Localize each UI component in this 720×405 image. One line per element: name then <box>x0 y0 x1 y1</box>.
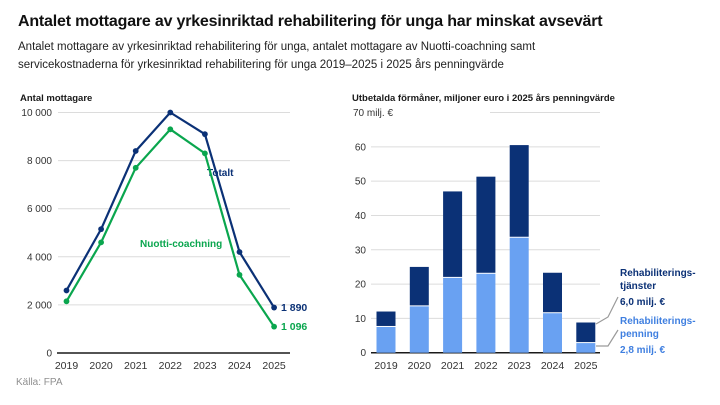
y-tick-label: 40 <box>355 211 367 222</box>
x-tick-label: 2021 <box>124 360 148 372</box>
connector-line-penning <box>596 329 619 347</box>
series-line-nuotti-coachning <box>65 128 276 328</box>
bar-segment-tjanster <box>443 191 463 277</box>
data-point <box>167 126 174 133</box>
page-title: Antalet mottagare av yrkesinriktad rehab… <box>18 13 603 30</box>
y-tick-label: 10 000 <box>21 108 52 119</box>
y-axis-unit-label: 70 milj. € <box>353 108 393 119</box>
y-tick-label: 30 <box>355 245 367 256</box>
data-point <box>271 323 277 330</box>
subtitle-line-1: Antalet mottagare av yrkesinriktad rehab… <box>18 41 536 53</box>
data-point <box>167 109 174 116</box>
annotation-value: 6,0 milj. € <box>620 297 666 308</box>
annotation-line: Rehabiliterings- <box>620 268 696 279</box>
y-tick-label: 60 <box>355 142 367 153</box>
x-tick-label: 2023 <box>508 360 532 372</box>
bar-segment-penning <box>409 306 429 353</box>
bar-segment-tjanster <box>576 322 596 343</box>
y-tick-label: 0 <box>46 349 52 360</box>
y-tick-label: 50 <box>355 177 367 188</box>
x-tick-label: 2020 <box>89 360 113 372</box>
annotation-line: tjänster <box>620 281 657 292</box>
data-point <box>98 226 104 233</box>
annotation-rehabiliteringspenning: Rehabiliterings- penning 2,8 milj. € <box>620 315 720 357</box>
series-label: Nuotti-coachning <box>140 239 222 250</box>
data-point <box>202 150 208 157</box>
y-tick-label: 2 000 <box>27 300 52 311</box>
data-point <box>132 148 139 154</box>
x-tick-label: 2025 <box>262 360 286 372</box>
data-point <box>63 298 70 305</box>
data-point <box>271 304 277 311</box>
data-point <box>236 249 243 255</box>
end-value-label: 1 096 <box>281 321 307 333</box>
annotation-line: Rehabiliterings- <box>620 316 696 327</box>
bar-segment-tjanster <box>476 176 496 273</box>
end-value-label: 1 890 <box>281 302 307 314</box>
annotation-value: 2,8 milj. € <box>620 345 666 356</box>
bar-segment-penning <box>543 313 562 353</box>
subtitle-line-2: servicekostnaderna för yrkesinriktad reh… <box>18 58 504 71</box>
bar-segment-tjanster <box>376 311 396 326</box>
data-point <box>63 287 70 294</box>
x-tick-label: 2021 <box>441 360 465 372</box>
data-point <box>132 164 139 171</box>
y-tick-label: 6 000 <box>27 204 52 215</box>
benefits-stacked-bar-chart: 0 10 20 30 40 50 60 70 milj. € 2019 2020 2021 2022 2… <box>353 108 619 372</box>
data-point <box>202 131 208 138</box>
x-tick-label: 2020 <box>408 360 432 372</box>
x-tick-label: 2022 <box>474 360 498 372</box>
bar-segment-penning <box>576 343 596 353</box>
bar-segment-tjanster <box>543 272 562 313</box>
y-tick-label: 0 <box>360 348 366 359</box>
bar-segment-tjanster <box>409 266 429 306</box>
page-subtitle: Antalet mottagare av yrkesinriktad rehab… <box>18 39 658 74</box>
bar-segment-penning <box>443 277 463 353</box>
bar-chart-title: Utbetalda förmåner, miljoner euro i 2025… <box>352 93 615 104</box>
y-tick-label: 20 <box>355 280 367 291</box>
x-tick-label: 2024 <box>541 360 565 372</box>
annotation-rehabiliteringstjanster: Rehabiliterings- tjänster 6,0 milj. € <box>620 267 720 309</box>
x-tick-label: 2022 <box>159 360 183 372</box>
connector-line-tjanster <box>595 296 619 325</box>
y-tick-label: 8 000 <box>27 156 52 167</box>
data-point <box>98 239 104 246</box>
x-tick-label: 2019 <box>374 360 398 372</box>
line-chart-title: Antal mottagare <box>20 93 93 104</box>
x-tick-label: 2023 <box>193 360 217 372</box>
y-tick-label: 4 000 <box>27 252 52 263</box>
data-point <box>236 271 243 278</box>
source-note: Källa: FPA <box>16 377 63 388</box>
y-tick-label: 10 <box>355 314 367 325</box>
x-tick-label: 2019 <box>55 360 79 372</box>
series-label: Totalt <box>207 168 234 179</box>
bar-segment-penning <box>376 326 396 353</box>
x-tick-label: 2024 <box>228 360 252 372</box>
x-tick-label: 2025 <box>574 360 598 372</box>
bar-segment-penning <box>476 273 496 353</box>
bar-segment-penning <box>509 237 529 353</box>
recipients-line-chart: 0 2 000 4 000 6 000 8 000 10 000 2019 2020 2021 2… <box>21 108 307 372</box>
annotation-line: penning <box>620 329 659 340</box>
bar-segment-tjanster <box>509 145 529 237</box>
